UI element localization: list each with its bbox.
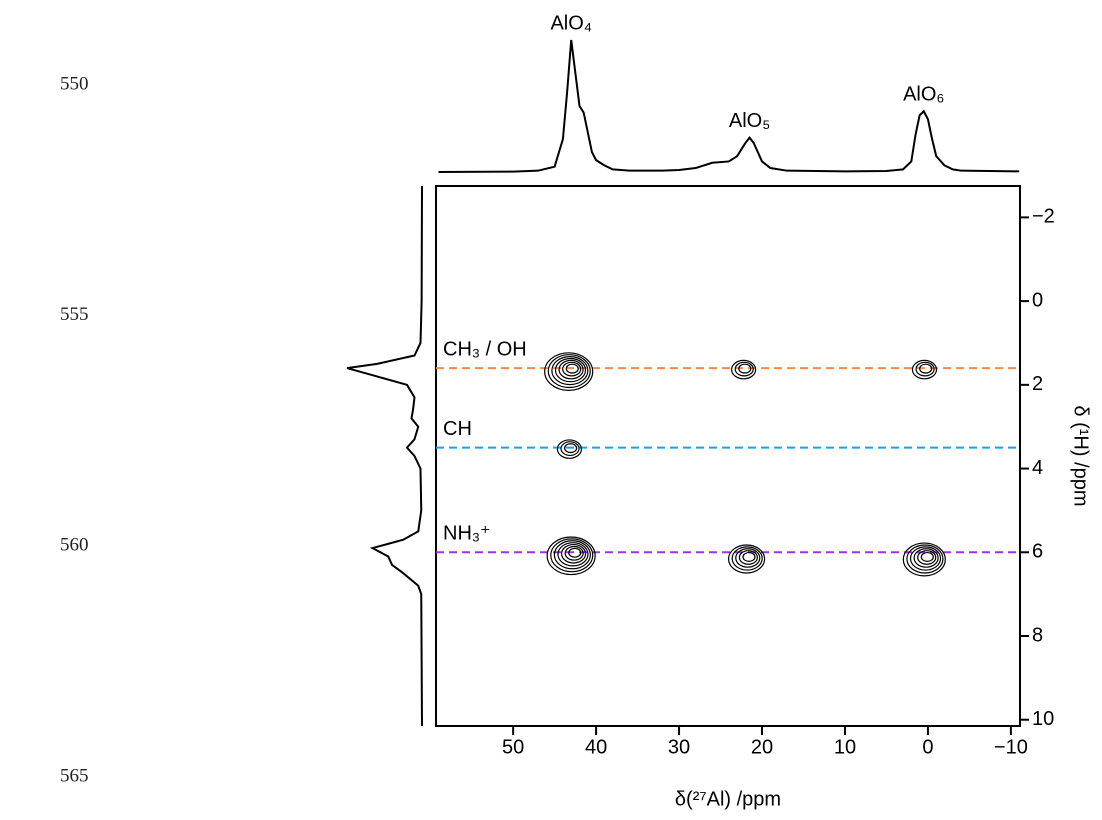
contour: [920, 551, 934, 562]
contour: [557, 542, 589, 567]
contour: [906, 544, 944, 574]
contour: [560, 543, 587, 564]
contour: [742, 551, 756, 562]
x-tick-label: 0: [922, 736, 933, 758]
contour: [560, 441, 580, 457]
y-tick-label: −2: [1032, 206, 1055, 228]
contour: [565, 363, 579, 374]
cross-peak: [731, 359, 757, 380]
contour: [564, 443, 578, 454]
left-projection: [346, 185, 423, 727]
contour: [731, 359, 757, 380]
x-tick-label: 10: [834, 736, 856, 758]
contour: [558, 359, 584, 380]
peak-label: AlO₅: [729, 110, 770, 132]
contour: [546, 536, 596, 576]
contour: [919, 363, 933, 374]
y-tick-label: 4: [1032, 457, 1043, 479]
peak-label: AlO₄: [550, 12, 592, 34]
cross-peak: [902, 542, 946, 577]
correlation-label: CH: [443, 418, 472, 440]
peak-label: AlO₆: [903, 84, 944, 106]
contour: [551, 355, 589, 386]
y-tick-label: 6: [1032, 541, 1043, 563]
side-tick-label: 550: [60, 73, 89, 94]
cross-peak: [544, 352, 594, 391]
x-tick-label: 30: [668, 736, 690, 758]
y-axis-title: δ (¹H) /ppm: [1070, 405, 1092, 506]
contour: [547, 354, 591, 389]
contour: [915, 361, 935, 377]
correlation-label: CH₃ / OH: [443, 338, 527, 360]
contour: [727, 544, 766, 574]
top-projection: [438, 39, 1020, 173]
x-axis-title: δ(²⁷Al) /ppm: [675, 788, 781, 810]
y-tick-label: 0: [1032, 289, 1043, 311]
x-tick-label: −10: [994, 736, 1028, 758]
side-tick-label: 565: [60, 765, 89, 786]
plot-frame: [435, 185, 1021, 727]
side-tick-label: 560: [60, 535, 89, 556]
contour: [917, 550, 937, 565]
contour: [913, 548, 939, 568]
correlation-label: NH₃⁺: [443, 523, 491, 545]
x-tick-label: 20: [751, 736, 773, 758]
side-tick-label: 555: [60, 304, 89, 325]
contour: [738, 550, 758, 565]
contour: [738, 363, 752, 374]
cross-peak: [727, 544, 766, 574]
cross-peak: [546, 536, 596, 576]
cross-peak: [556, 439, 583, 459]
contour: [731, 546, 763, 571]
contour: [553, 540, 591, 570]
contour: [564, 545, 584, 561]
contour: [550, 538, 594, 573]
contour: [909, 546, 942, 571]
cross-peak: [911, 359, 938, 380]
contour: [544, 352, 594, 391]
x-tick-label: 40: [585, 736, 607, 758]
contour: [562, 361, 582, 377]
contour: [734, 361, 754, 377]
contour: [911, 359, 938, 380]
contour: [554, 357, 587, 383]
contour: [556, 439, 583, 459]
contour: [735, 548, 761, 568]
y-tick-label: 8: [1032, 624, 1043, 646]
contour: [568, 547, 582, 558]
y-tick-label: 2: [1032, 373, 1043, 395]
contour: [902, 542, 946, 577]
y-tick-label: 10: [1032, 708, 1054, 730]
x-tick-label: 50: [502, 736, 524, 758]
